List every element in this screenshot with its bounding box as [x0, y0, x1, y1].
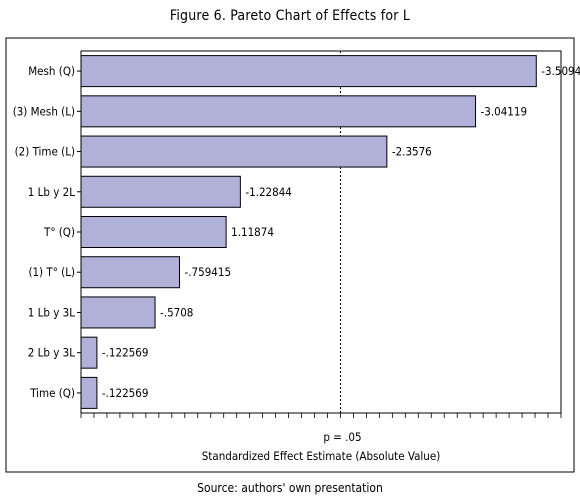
bar: [80, 296, 156, 329]
category-label: Mesh (Q): [28, 64, 75, 78]
category-label: 1 Lb y 3L: [28, 305, 75, 319]
figure-title: Figure 6. Pareto Chart of Effects for L: [169, 8, 411, 24]
x-axis-ticks: [80, 413, 562, 418]
value-label: -.122569: [102, 346, 149, 360]
bar: [80, 55, 537, 88]
value-label: -1.22844: [245, 185, 292, 199]
bar: [80, 216, 227, 248]
value-label: -.759415: [185, 265, 232, 279]
category-label: T° (Q): [43, 225, 75, 239]
bar: [80, 336, 98, 369]
category-label: (2) Time (L): [15, 145, 75, 159]
bar: [80, 175, 241, 208]
category-label: Time (Q): [29, 386, 75, 400]
reference-line-label: p = .05: [323, 430, 361, 444]
figure-source: Source: authors' own presentation: [197, 481, 383, 495]
outer-frame: [5, 37, 575, 473]
bar: [80, 95, 477, 128]
category-label: 2 Lb y 3L: [28, 346, 75, 360]
category-label: (1) T° (L): [28, 265, 75, 279]
value-label: 1.11874: [231, 225, 274, 239]
value-label: -.122569: [102, 386, 149, 400]
bar: [80, 256, 181, 289]
x-axis-label: Standardized Effect Estimate (Absolute V…: [202, 449, 441, 463]
bar: [80, 135, 388, 168]
bar: [80, 376, 98, 409]
value-label: -3.50949: [541, 64, 580, 78]
category-label: (3) Mesh (L): [13, 104, 75, 118]
value-label: -.5708: [160, 305, 193, 319]
value-label: -2.3576: [392, 145, 432, 159]
category-label: 1 Lb y 2L: [28, 185, 75, 199]
value-label: -3.04119: [481, 104, 528, 118]
bars-group: Mesh (Q) -3.50949 (3) Mesh (L) -3.04119 (2) …: [13, 55, 580, 409]
